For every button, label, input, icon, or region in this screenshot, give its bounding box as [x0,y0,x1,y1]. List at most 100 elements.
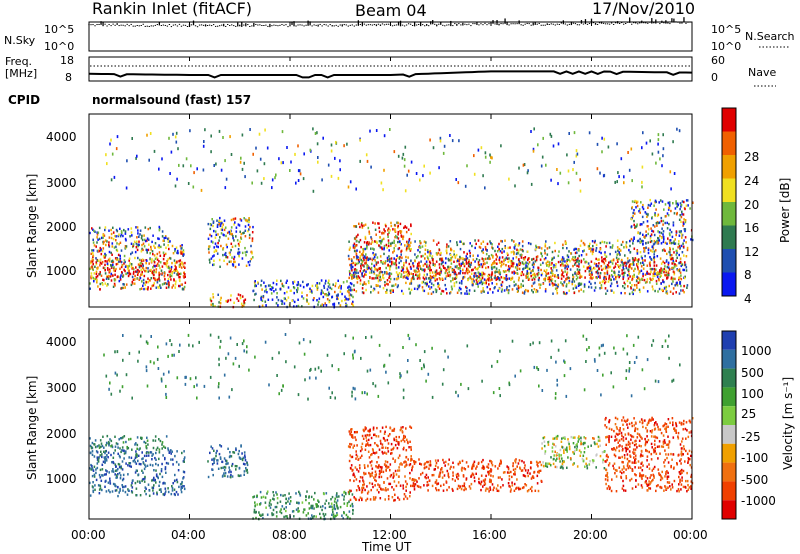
heatmap-cell [460,262,463,266]
heatmap-cell [367,490,370,493]
heatmap-cell [684,261,686,264]
heatmap-cell [392,289,394,292]
heatmap-cell [477,148,480,152]
heatmap-cell [124,490,127,494]
heatmap-cell [239,230,241,233]
heatmap-cell [292,282,294,285]
heatmap-cell [656,242,659,245]
heatmap-cell [151,270,154,273]
heatmap-cell [651,152,654,156]
heatmap-cell [359,225,361,229]
power-colorbar [721,107,737,297]
heatmap-cell [128,271,130,275]
heatmap-cell [396,447,399,450]
heatmap-cell [182,253,184,256]
heatmap-cell [664,241,667,245]
heatmap-cell [467,465,470,468]
heatmap-cell [528,261,531,264]
heatmap-cell [355,262,358,266]
heatmap-cell [673,242,676,245]
heatmap-cell [123,435,126,438]
heatmap-cell [427,267,430,270]
heatmap-cell [580,275,582,278]
heatmap-cell [381,231,384,234]
heatmap-cell [99,246,102,250]
heatmap-cell [511,484,514,487]
heatmap-cell [364,237,367,240]
heatmap-cell [628,272,630,276]
heatmap-cell [264,290,266,293]
heatmap-cell [147,286,149,289]
heatmap-cell [488,277,490,280]
heatmap-cell [404,189,407,193]
heatmap-cell [466,252,468,256]
heatmap-cell [599,274,601,278]
heatmap-cell [636,223,638,226]
heatmap-cell [238,224,241,227]
heatmap-cell [137,269,139,272]
heatmap-cell [596,272,599,275]
heatmap-cell [471,280,473,284]
heatmap-cell [316,288,319,291]
heatmap-cell [599,248,602,251]
heatmap-cell [110,439,113,443]
heatmap-cell [566,273,568,276]
heatmap-cell [244,459,247,462]
heatmap-cell [106,470,108,473]
heatmap-cell [596,142,599,146]
heatmap-cell [572,168,574,172]
heatmap-cell [170,458,172,461]
heatmap-cell [92,252,94,255]
heatmap-cell [371,474,373,477]
heatmap-cell [406,482,408,486]
heatmap-cell [678,240,680,243]
heatmap-cell [380,442,382,445]
heatmap-cell [207,460,209,463]
heatmap-cell [124,237,127,241]
heatmap-cell [666,273,669,276]
heatmap-cell [525,264,527,267]
heatmap-cell [266,146,269,150]
heatmap-cell [235,447,237,450]
heatmap-cell [441,257,444,260]
heatmap-cell [147,270,150,273]
heatmap-cell [649,240,652,244]
heatmap-cell [655,200,657,204]
heatmap-cell [207,237,210,240]
heatmap-cell [161,235,164,238]
heatmap-cell [588,264,591,268]
heatmap-cell [672,221,675,224]
heatmap-cell [676,202,679,205]
heatmap-cell [170,492,173,496]
heatmap-cell [391,486,393,489]
heatmap-cell [302,280,304,284]
heatmap-cell [238,251,241,254]
heatmap-cell [492,475,494,478]
heatmap-cell [375,263,378,266]
heatmap-cell [407,269,409,272]
heatmap-cell [361,434,364,438]
heatmap-cell [357,275,360,278]
heatmap-cell [675,291,677,294]
heatmap-cell [130,252,132,256]
heatmap-cell [377,222,379,225]
heatmap-cell [366,443,369,446]
heatmap-cell [404,225,406,228]
heatmap-cell [685,255,688,258]
heatmap-cell [404,460,406,463]
heatmap-cell [114,445,117,448]
heatmap-cell [556,168,558,171]
heatmap-cell [307,283,309,286]
heatmap-cell [211,447,214,450]
heatmap-cell [419,240,421,243]
heatmap-cell [97,259,100,262]
heatmap-cell [405,259,407,262]
heatmap-cell [109,257,111,260]
heatmap-cell [353,496,355,499]
heatmap-cell [500,265,502,268]
heatmap-cell [662,268,664,271]
heatmap-cell [334,290,336,294]
heatmap-cell [379,465,382,469]
heatmap-cell [514,184,516,188]
heatmap-cell [629,250,632,254]
